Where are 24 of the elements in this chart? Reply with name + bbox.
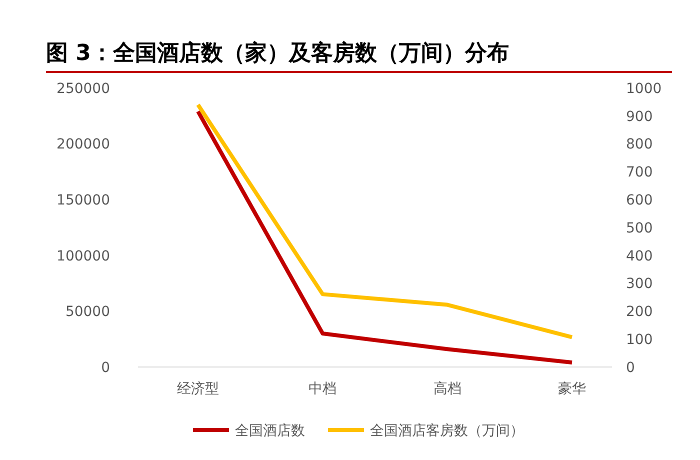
y2-tick-label: 200 [626,304,653,320]
y-tick-label: 250000 [56,80,110,97]
x-tick-label: 经济型 [177,381,219,397]
x-tick-label: 豪华 [558,381,586,397]
y2-tick-label: 500 [626,220,653,236]
y-tick-label: 0 [101,360,110,376]
y-tick-label: 50000 [65,304,110,320]
y2-tick-label: 600 [626,192,653,208]
x-tick-label: 中档 [308,381,337,397]
y2-tick-label: 300 [626,276,653,292]
y-tick-label: 100000 [56,248,110,264]
y-tick-label: 200000 [56,136,110,153]
y2-tick-label: 1000 [626,80,662,97]
y2-tick-label: 800 [626,136,653,153]
y2-tick-label: 700 [626,164,653,181]
legend-label: 全国酒店数 [235,422,305,439]
y2-tick-label: 0 [626,360,635,376]
y2-tick-label: 900 [626,108,653,125]
legend-label: 全国酒店客房数（万间） [370,422,524,439]
y2-tick-label: 400 [626,248,653,264]
x-tick-label: 高档 [433,381,462,397]
y-tick-label: 150000 [56,192,110,208]
chart-title: 图 3：全国酒店数（家）及客房数（万间）分布 [46,40,509,66]
y2-tick-label: 100 [626,332,653,348]
